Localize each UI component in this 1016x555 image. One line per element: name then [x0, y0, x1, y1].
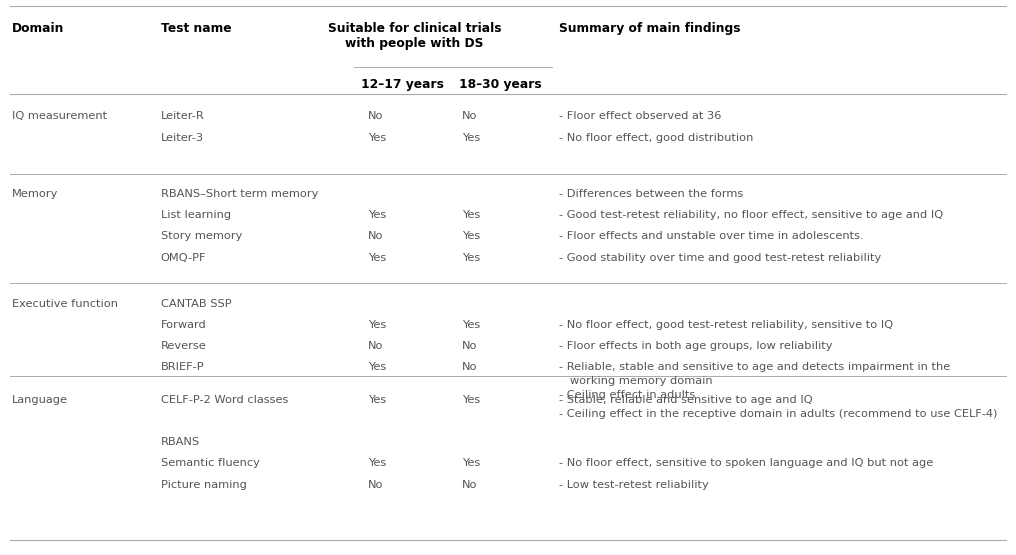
Text: Leiter-3: Leiter-3	[161, 133, 203, 143]
Text: - Stable, reliable and sensitive to age and IQ
- Ceiling effect in the receptive: - Stable, reliable and sensitive to age …	[559, 395, 997, 419]
Text: Yes: Yes	[368, 362, 386, 372]
Text: - No floor effect, good test-retest reliability, sensitive to IQ: - No floor effect, good test-retest reli…	[559, 320, 893, 330]
Text: Semantic fluency: Semantic fluency	[161, 458, 259, 468]
Text: OMQ-PF: OMQ-PF	[161, 253, 206, 263]
Text: Forward: Forward	[161, 320, 206, 330]
Text: Yes: Yes	[462, 253, 481, 263]
Text: List learning: List learning	[161, 210, 231, 220]
Text: RBANS: RBANS	[161, 437, 200, 447]
Text: 18–30 years: 18–30 years	[459, 78, 542, 90]
Text: Yes: Yes	[368, 253, 386, 263]
Text: Yes: Yes	[368, 320, 386, 330]
Text: - No floor effect, good distribution: - No floor effect, good distribution	[559, 133, 753, 143]
Text: Suitable for clinical trials
with people with DS: Suitable for clinical trials with people…	[328, 22, 501, 50]
Text: Yes: Yes	[368, 210, 386, 220]
Text: - Good stability over time and good test-retest reliability: - Good stability over time and good test…	[559, 253, 881, 263]
Text: Yes: Yes	[462, 458, 481, 468]
Text: No: No	[462, 480, 478, 490]
Text: No: No	[368, 480, 383, 490]
Text: CELF-P-2 Word classes: CELF-P-2 Word classes	[161, 395, 288, 405]
Text: Summary of main findings: Summary of main findings	[559, 22, 741, 35]
Text: No: No	[368, 231, 383, 241]
Text: Yes: Yes	[462, 210, 481, 220]
Text: Test name: Test name	[161, 22, 232, 35]
Text: No: No	[462, 111, 478, 121]
Text: Memory: Memory	[12, 189, 59, 199]
Text: No: No	[462, 362, 478, 372]
Text: Executive function: Executive function	[12, 299, 118, 309]
Text: CANTAB SSP: CANTAB SSP	[161, 299, 232, 309]
Text: - Floor effect observed at 36: - Floor effect observed at 36	[559, 111, 721, 121]
Text: - Reliable, stable and sensitive to age and detects impairment in the
   working: - Reliable, stable and sensitive to age …	[559, 362, 950, 400]
Text: IQ measurement: IQ measurement	[12, 111, 108, 121]
Text: - No floor effect, sensitive to spoken language and IQ but not age: - No floor effect, sensitive to spoken l…	[559, 458, 933, 468]
Text: Yes: Yes	[462, 320, 481, 330]
Text: Yes: Yes	[462, 133, 481, 143]
Text: BRIEF-P: BRIEF-P	[161, 362, 204, 372]
Text: 12–17 years: 12–17 years	[361, 78, 444, 90]
Text: No: No	[462, 341, 478, 351]
Text: Leiter-R: Leiter-R	[161, 111, 204, 121]
Text: - Good test-retest reliability, no floor effect, sensitive to age and IQ: - Good test-retest reliability, no floor…	[559, 210, 943, 220]
Text: - Differences between the forms: - Differences between the forms	[559, 189, 743, 199]
Text: RBANS–Short term memory: RBANS–Short term memory	[161, 189, 318, 199]
Text: Yes: Yes	[368, 458, 386, 468]
Text: No: No	[368, 341, 383, 351]
Text: Domain: Domain	[12, 22, 65, 35]
Text: Yes: Yes	[462, 231, 481, 241]
Text: No: No	[368, 111, 383, 121]
Text: Yes: Yes	[368, 395, 386, 405]
Text: Reverse: Reverse	[161, 341, 206, 351]
Text: Yes: Yes	[462, 395, 481, 405]
Text: Yes: Yes	[368, 133, 386, 143]
Text: - Floor effects and unstable over time in adolescents.: - Floor effects and unstable over time i…	[559, 231, 864, 241]
Text: - Low test-retest reliability: - Low test-retest reliability	[559, 480, 708, 490]
Text: Picture naming: Picture naming	[161, 480, 247, 490]
Text: Story memory: Story memory	[161, 231, 242, 241]
Text: - Floor effects in both age groups, low reliability: - Floor effects in both age groups, low …	[559, 341, 832, 351]
Text: Language: Language	[12, 395, 68, 405]
